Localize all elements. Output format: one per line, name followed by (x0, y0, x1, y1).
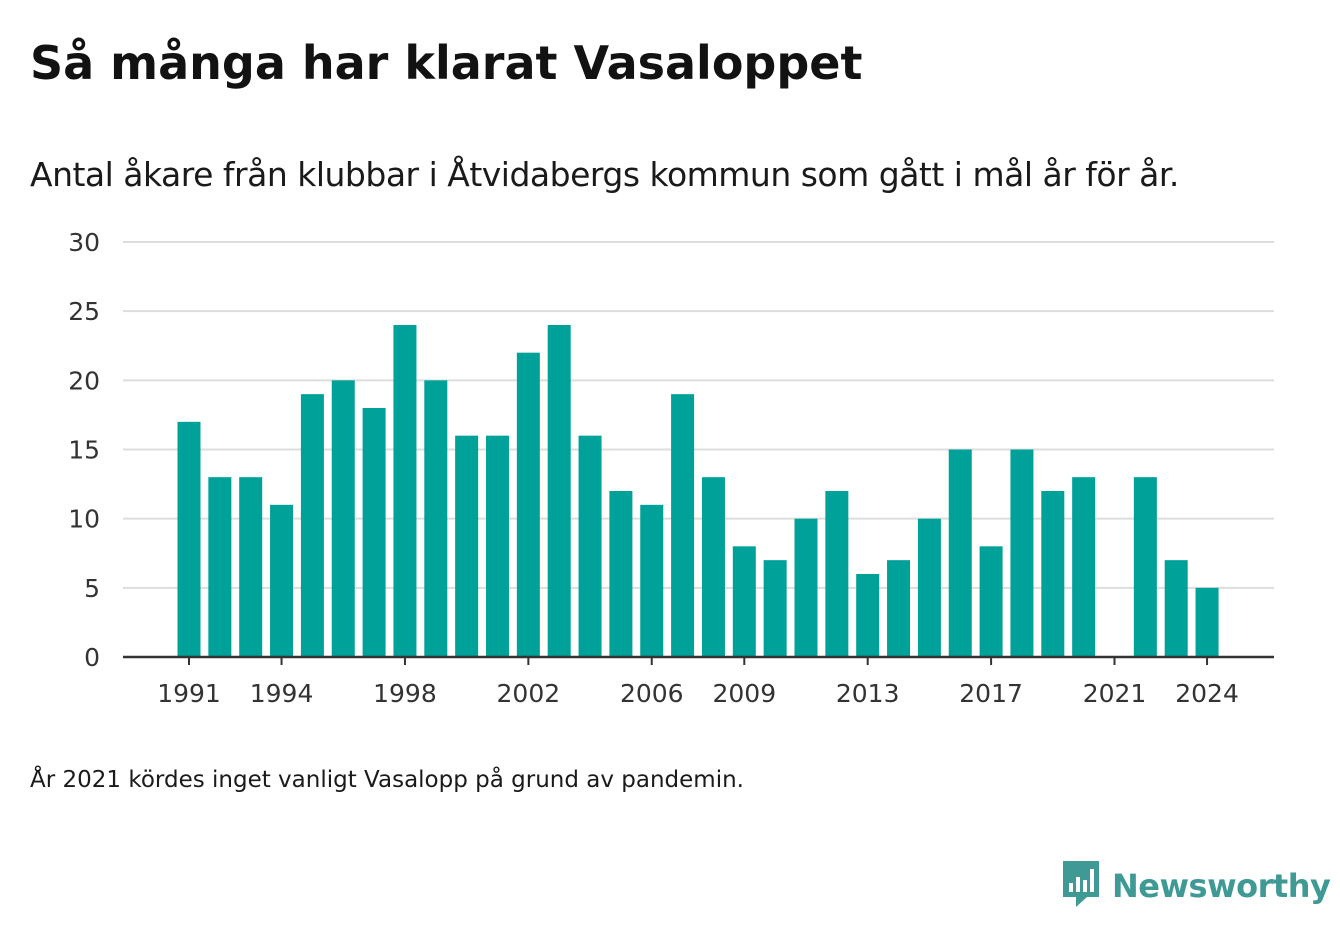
y-tick-label: 30 (68, 228, 100, 257)
y-tick-label: 25 (68, 297, 100, 326)
y-tick-label: 0 (84, 643, 100, 672)
bar-2004 (578, 435, 602, 657)
bar-2019 (1041, 491, 1065, 657)
bar-2016 (948, 449, 972, 657)
brand-logo: Newsworthy (1060, 859, 1331, 913)
x-tick-label: 2002 (497, 679, 561, 708)
bar-2013 (856, 574, 880, 657)
bar-2020 (1072, 477, 1096, 657)
bar-2003 (547, 325, 571, 657)
bar-1991 (177, 421, 201, 657)
newsworthy-logo-icon (1060, 859, 1102, 913)
bar-2022 (1133, 477, 1157, 657)
bar-2008 (701, 477, 725, 657)
bar-1996 (331, 380, 355, 657)
chart-subtitle: Antal åkare från klubbar i Åtvidabergs k… (30, 155, 1179, 194)
y-tick-label: 20 (68, 366, 100, 395)
y-tick-label: 10 (68, 505, 100, 534)
bar-1995 (300, 394, 324, 657)
bar-1998 (393, 325, 417, 657)
footnote: År 2021 kördes inget vanligt Vasalopp på… (30, 767, 744, 793)
y-tick-label: 15 (68, 436, 100, 465)
bar-1997 (362, 408, 386, 657)
bar-2023 (1164, 560, 1188, 657)
x-tick-label: 2017 (959, 679, 1023, 708)
tick-labels: 0 5 10 15 20 25 30 1991 1994 1998 2002 2006 2009 2013… (68, 228, 1239, 708)
bar-2000 (455, 435, 479, 657)
bar-2007 (671, 394, 695, 657)
bar-2010 (763, 560, 787, 657)
bar-2024 (1195, 587, 1219, 657)
x-tick-label: 1994 (250, 679, 314, 708)
bar-2009 (732, 546, 756, 657)
x-tick-label: 1998 (373, 679, 437, 708)
brand-name: Newsworthy (1112, 867, 1331, 905)
x-tick-label: 2013 (836, 679, 900, 708)
gridlines (123, 241, 1274, 589)
y-tick-label: 5 (84, 574, 100, 603)
bar-1994 (270, 504, 294, 657)
bar-1993 (239, 477, 263, 657)
x-axis (123, 655, 1274, 665)
bar-chart: 0 5 10 15 20 25 30 1991 1994 1998 2002 2006 2009 2013… (68, 228, 1274, 708)
bar-2001 (486, 435, 509, 657)
x-tick-label: 2006 (620, 679, 684, 708)
bars (177, 325, 1219, 657)
bar-2012 (825, 491, 849, 657)
bar-2006 (640, 504, 664, 657)
x-tick-label: 2024 (1175, 679, 1239, 708)
bar-2015 (917, 518, 941, 657)
bar-2018 (1010, 449, 1034, 657)
bar-2011 (794, 518, 818, 657)
chart-title: Så många har klarat Vasaloppet (30, 36, 863, 90)
x-tick-label: 1991 (157, 679, 221, 708)
bar-2017 (979, 546, 1003, 657)
bar-2014 (887, 560, 911, 657)
x-tick-label: 2009 (712, 679, 776, 708)
bar-2002 (516, 352, 540, 657)
bar-2005 (609, 491, 633, 657)
bar-1999 (424, 380, 448, 657)
x-tick-label: 2021 (1083, 679, 1147, 708)
bar-1992 (208, 477, 232, 657)
